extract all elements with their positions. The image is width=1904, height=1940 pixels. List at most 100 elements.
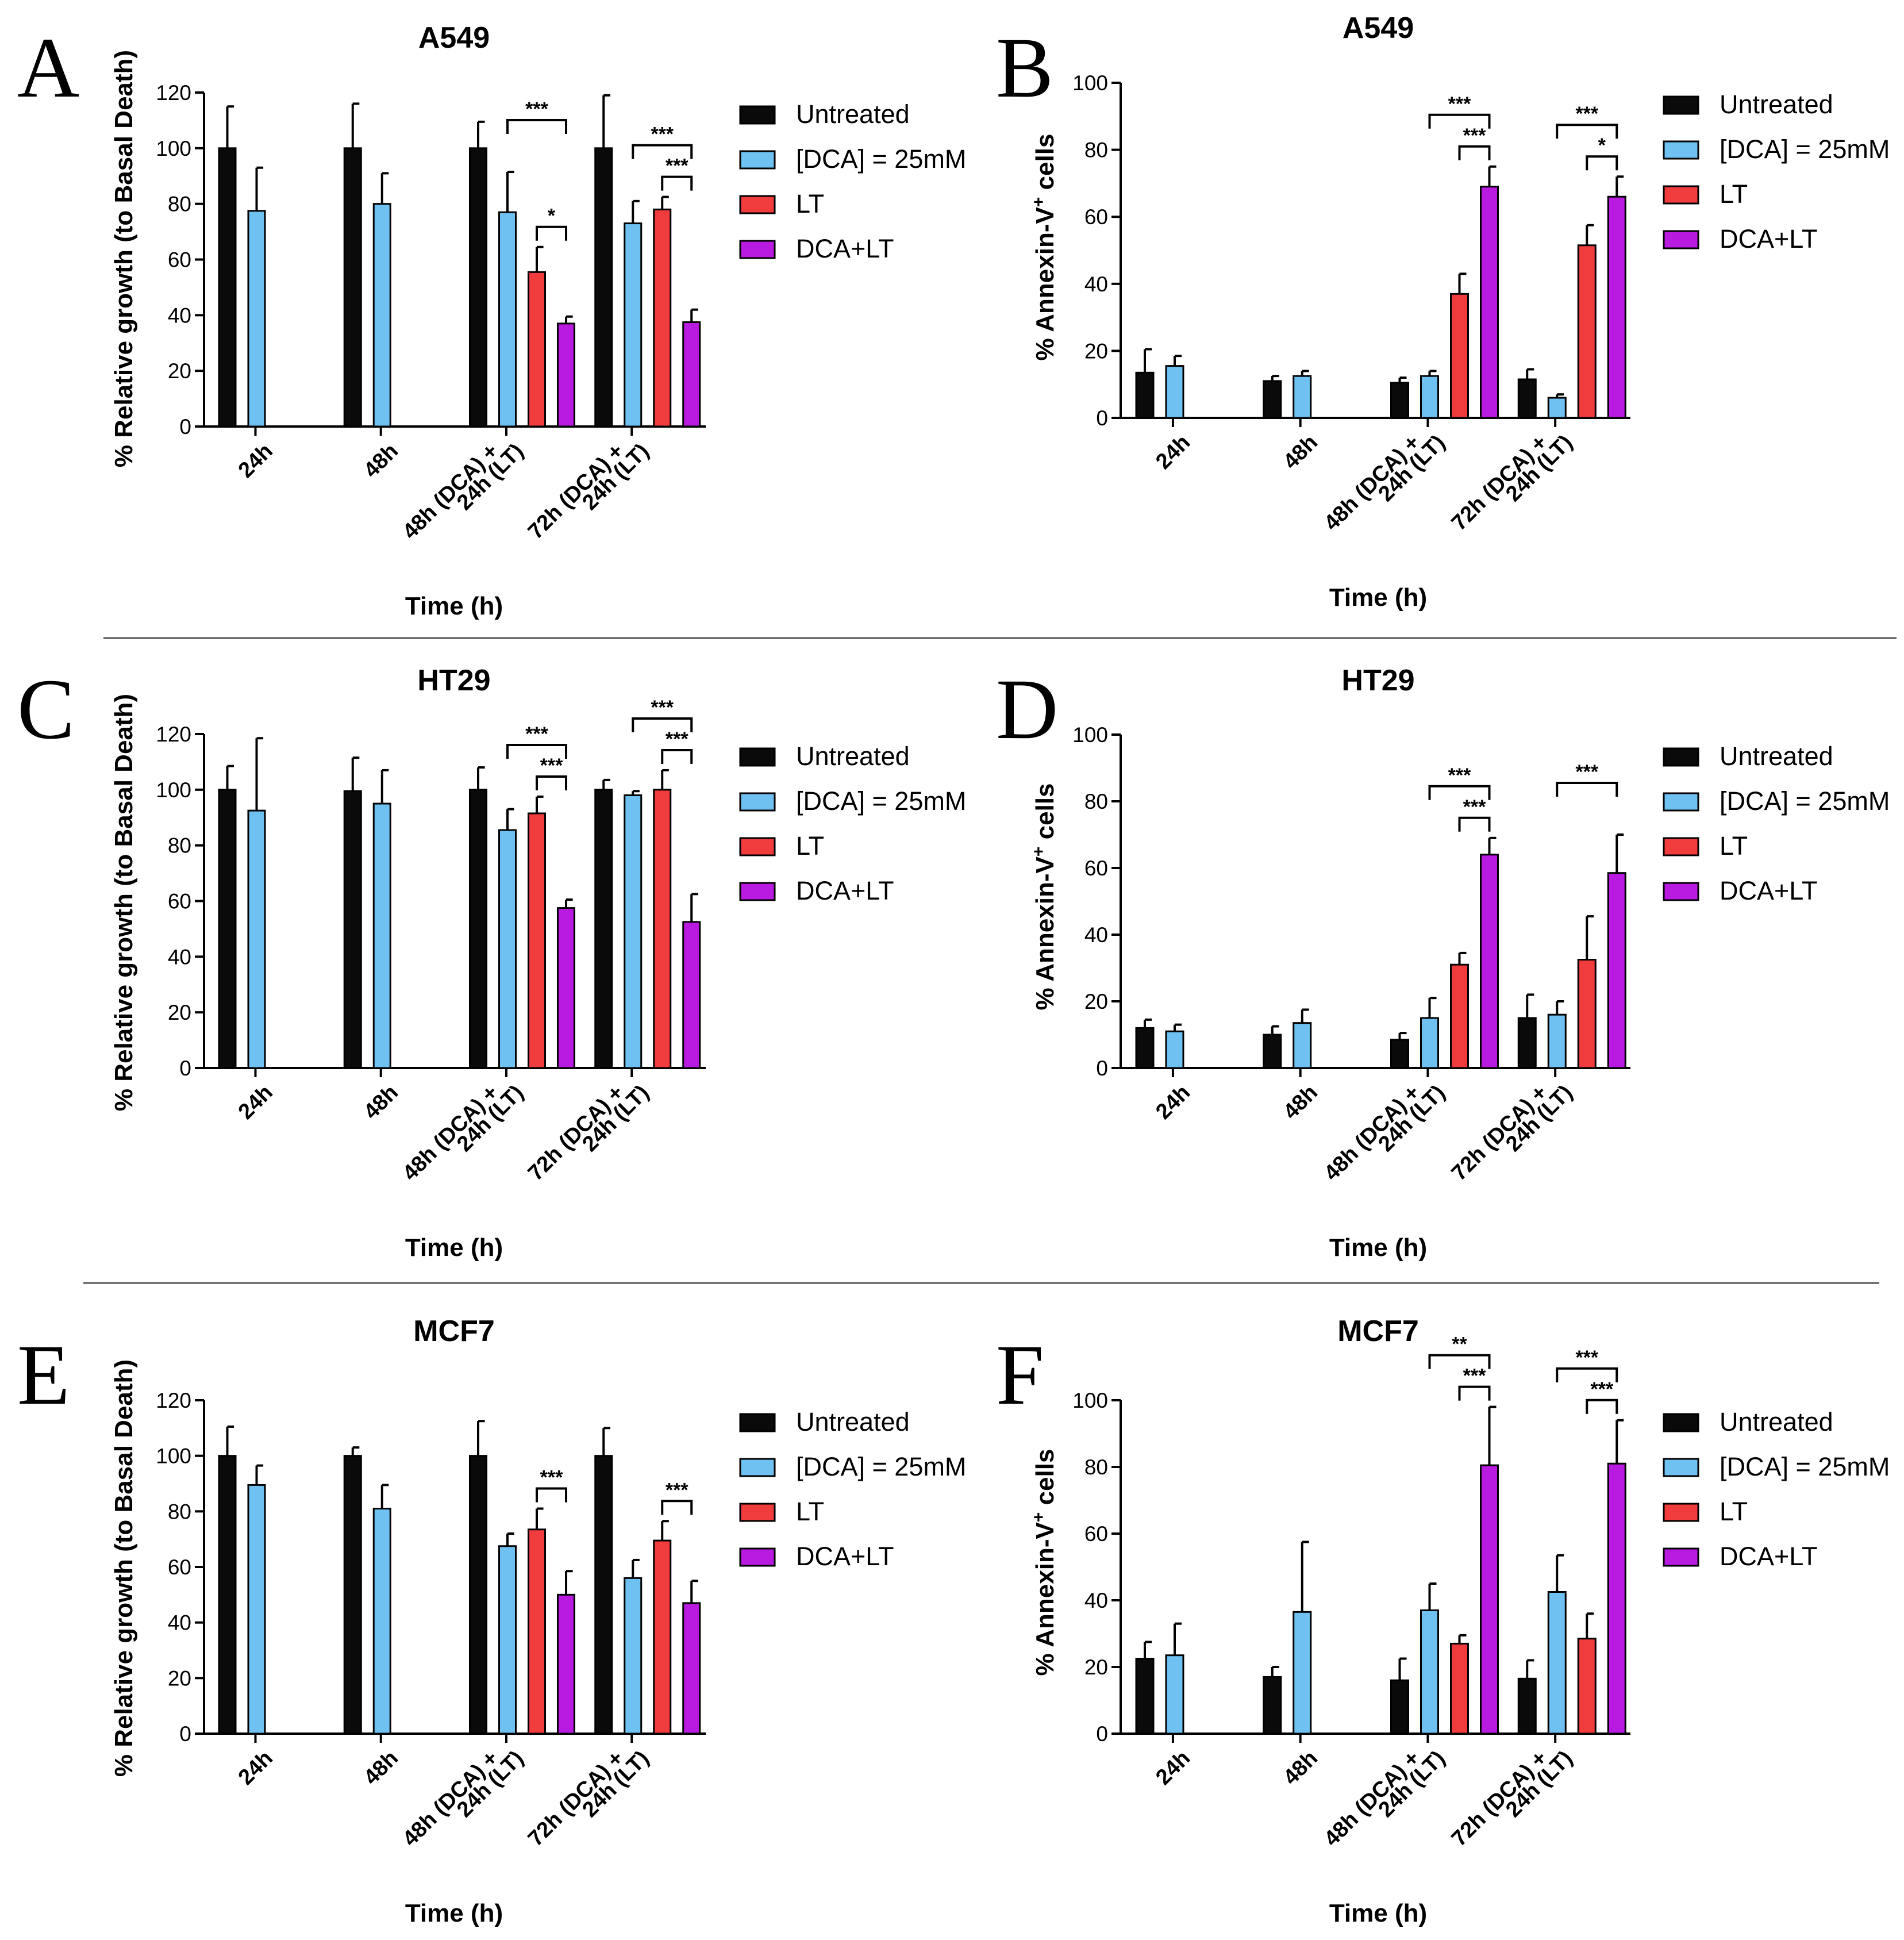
significance-bracket (1428, 1354, 1491, 1369)
bar (372, 802, 391, 1069)
legend-label: LT (796, 189, 824, 218)
significance-bracket (1428, 113, 1491, 129)
bar (1293, 1022, 1312, 1069)
legend-label: [DCA] = 25mM (1720, 1452, 1890, 1481)
bar (343, 147, 362, 428)
bar (1390, 382, 1409, 419)
chart-title: HT29 (417, 664, 490, 697)
x-tick-label: 48h (359, 1081, 403, 1124)
y-tick-label: 100 (1072, 1389, 1108, 1412)
bar (653, 789, 672, 1069)
x-axis-label: Time (h) (405, 1234, 503, 1262)
bar (1517, 1677, 1537, 1735)
bar (682, 921, 701, 1069)
y-axis-label-main: % Annexin-V (1031, 856, 1059, 1011)
bar (1165, 1654, 1184, 1735)
bar (682, 1602, 701, 1735)
significance-bracket (1556, 124, 1618, 139)
legend-label: DCA+LT (796, 1542, 894, 1571)
y-tick-label: 100 (1072, 723, 1108, 747)
bar (594, 1455, 613, 1735)
significance-label: ** (1452, 1334, 1467, 1355)
bar (247, 210, 266, 428)
legend-label: Untreated (796, 742, 910, 771)
bar (653, 208, 672, 428)
x-tick-label: 24h (234, 439, 278, 483)
bar (1607, 195, 1626, 419)
significance-bracket (536, 775, 567, 790)
panel-b: B A549 0 20 40 60 80 100 % Annexin-V+ cells Time … (996, 11, 1890, 612)
bar (1420, 375, 1439, 419)
bar (1480, 186, 1499, 419)
chart-title: HT29 (1341, 664, 1414, 697)
bar (469, 1455, 487, 1735)
bar (594, 147, 613, 428)
legend-swatch (1663, 1503, 1699, 1522)
significance-label: *** (666, 728, 688, 750)
bar (528, 1528, 546, 1735)
bar (498, 211, 517, 428)
legend-label: LT (796, 831, 824, 860)
panel-c: C HT29 0 20 40 60 80 100 120 % Relative growth (t… (17, 662, 966, 1262)
panel-d: D HT29 0 20 40 60 80 100 % Annexin-V+ cells Time … (996, 662, 1890, 1262)
x-tick-label: 24h (234, 1746, 278, 1790)
y-tick-label: 100 (156, 137, 191, 160)
y-tick-label: 0 (1096, 406, 1108, 430)
bar (1165, 365, 1184, 419)
y-tick-label: 40 (1084, 1589, 1108, 1612)
significance-label: *** (540, 755, 563, 777)
bar (624, 1577, 643, 1735)
y-axis-label: % Annexin-V+ cells (1029, 1449, 1059, 1676)
legend-label: DCA+LT (1720, 224, 1817, 253)
significance-label: *** (666, 1479, 688, 1501)
legend-swatch (739, 150, 776, 170)
significance-bracket (536, 1487, 567, 1503)
legend-label: LT (1720, 831, 1748, 860)
y-axis-label: % Annexin-V+ cells (1029, 134, 1059, 361)
significance-bracket (661, 175, 693, 191)
significance-label: *** (525, 98, 548, 120)
y-tick-label: 0 (179, 1722, 191, 1746)
x-tick-label: 48h (1279, 431, 1322, 474)
bar (1547, 1591, 1567, 1735)
bar (1577, 959, 1597, 1069)
legend-label: [DCA] = 25mM (796, 144, 966, 174)
y-axis-label-main: % Annexin-V (1031, 1522, 1059, 1676)
y-axis-label-superscript: + (1029, 847, 1048, 857)
bar (1263, 1676, 1282, 1735)
bar (1135, 1027, 1155, 1069)
x-tick-label: 24h (1151, 431, 1195, 474)
y-tick-label: 0 (1096, 1722, 1108, 1746)
bar (1263, 1034, 1282, 1069)
y-tick-label: 100 (1072, 71, 1108, 95)
legend-swatch (739, 1503, 776, 1522)
significance-bracket (1458, 145, 1491, 160)
panel-letter: F (996, 1327, 1044, 1423)
legend-swatch (1663, 747, 1699, 767)
bar (1577, 1638, 1597, 1735)
legend-swatch (739, 1547, 776, 1567)
legend-swatch (739, 792, 776, 812)
legend-label: DCA+LT (1720, 1542, 1817, 1571)
bar (1517, 1017, 1537, 1069)
significance-bracket (1458, 1385, 1491, 1401)
significance-label: *** (1575, 1347, 1598, 1369)
significance-bracket (661, 1500, 693, 1515)
legend-swatch (1663, 95, 1699, 115)
y-axis-label: % Relative growth (to Basal Death) (110, 694, 138, 1111)
panel-letter: D (996, 662, 1058, 757)
bar (498, 829, 517, 1069)
bar (1450, 1642, 1469, 1735)
legend-swatch (739, 1458, 776, 1477)
y-tick-label: 80 (168, 193, 191, 216)
legend-swatch (1663, 882, 1699, 901)
y-axis-label-superscript: + (1029, 197, 1048, 208)
significance-bracket (1556, 1367, 1618, 1382)
significance-label: *** (1463, 125, 1486, 147)
legend-label: DCA+LT (796, 234, 894, 263)
y-tick-label: 80 (1084, 139, 1108, 162)
significance-bracket (536, 225, 567, 241)
legend-label: [DCA] = 25mM (1720, 786, 1890, 816)
y-axis-label-superscript: + (1029, 1512, 1048, 1523)
